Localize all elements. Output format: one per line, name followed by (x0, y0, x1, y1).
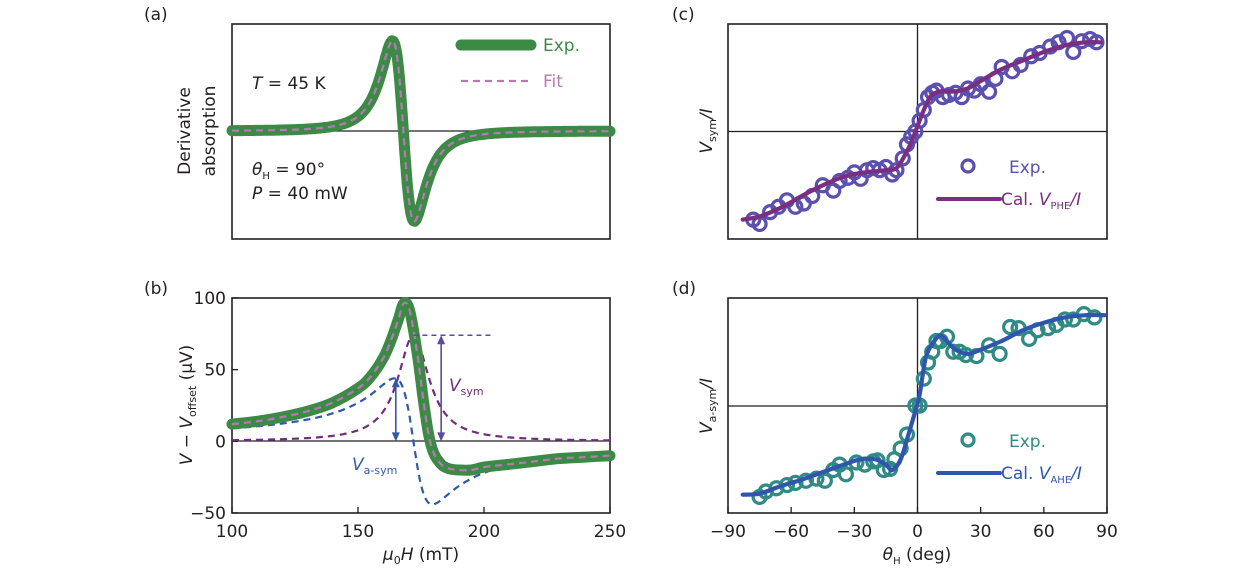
x-tick-label: −60 (773, 522, 809, 542)
vsym-v: V (449, 376, 462, 396)
x-tick-label: 100 (216, 522, 248, 542)
x-tick-label: −30 (836, 522, 872, 542)
vasym-v: V (352, 455, 365, 475)
panel-b-frame (231, 297, 611, 514)
fit-line (231, 301, 611, 472)
calc-line (740, 312, 1107, 497)
ylabel-unit: (μV) (177, 345, 197, 386)
vsym-sub: sym (461, 385, 484, 398)
panel-c-ylabel: Vsym/I (697, 108, 719, 153)
x-tick-label: 60 (1033, 522, 1055, 542)
x-tick-label: 90 (1096, 522, 1118, 542)
ylabel-v2: V (177, 416, 197, 429)
data-point (894, 150, 911, 167)
panel-a-ylabel-line1: Derivative (175, 87, 195, 175)
legend-fit-label: Fit (543, 72, 563, 92)
vasym-annotation: Va-sym (352, 455, 397, 477)
data-point (1086, 309, 1103, 326)
d-legend-cal-label: Cal. VAHE/I (1001, 464, 1082, 486)
panel-c: Vsym/I Exp. Cal. VPHE/I (697, 23, 1108, 240)
power-value: = 40 mW (262, 184, 348, 204)
d-xlabel-sub: H (893, 556, 901, 567)
d-cal: Cal. (1001, 464, 1039, 484)
data-point (816, 472, 833, 489)
ylabel-v: V (177, 452, 197, 465)
x-tick-label: −90 (710, 522, 746, 542)
panel-label-c: (c) (672, 5, 695, 25)
temp-value: = 45 K (262, 74, 326, 94)
panel-label-d: (d) (672, 279, 696, 299)
c-ylabel-sub: sym (706, 119, 719, 142)
theta-value: = 90° (270, 160, 325, 180)
c-legend-exp-label: Exp. (1009, 158, 1046, 178)
panel-b: 100 150 200 250 −50 0 50 100 V − Voffset (μV) μ… (177, 289, 626, 567)
data-point (991, 345, 1008, 362)
c-ylabel-v: V (697, 141, 717, 154)
c-cal-v: V (1039, 190, 1052, 210)
panel-d-xlabel: θH (deg) (883, 545, 952, 567)
c-legend-exp-marker (960, 158, 976, 174)
panel-a-ylabel-line2: absorption (200, 86, 220, 177)
y-tick-label: 0 (215, 432, 226, 452)
d-ylabel-v: V (697, 421, 717, 434)
d-cal-sub: AHE (1050, 475, 1071, 486)
panel-a: Derivative absorption T = 45 K θH = 90° … (175, 23, 616, 240)
x-tick-label: 250 (594, 522, 626, 542)
series-fit-line (232, 39, 610, 223)
xlabel-h: H (401, 545, 414, 565)
c-ylabel-rest: /I (697, 108, 717, 121)
d-legend-exp-marker (960, 432, 976, 448)
panel-b-xlabel: μ0H (mT) (382, 545, 459, 567)
temp-var: T (252, 74, 264, 94)
vsym-arrow-head-down (437, 432, 446, 442)
d-ylabel-sub: a-sym (706, 389, 719, 423)
panel-b-ylabel: V − Voffset (μV) (177, 345, 199, 466)
vsym-arrow-head-up (437, 335, 446, 345)
panel-a-power: P = 40 mW (252, 184, 348, 204)
xlabel-sub: 0 (394, 554, 401, 567)
xlabel-mu: μ (382, 545, 394, 565)
theta-var: θ (252, 160, 263, 180)
vasym-arrow-head-up (391, 378, 400, 388)
data-point (980, 83, 998, 100)
y-tick-label: 100 (194, 289, 226, 309)
d-ylabel-rest: /I (697, 378, 717, 391)
theta-sub: H (262, 171, 270, 182)
panel-d-ylabel: Va-sym/I (697, 378, 719, 434)
vasym-sub: a-sym (364, 464, 398, 477)
c-cal-sub: PHE (1050, 201, 1070, 212)
data-point (1002, 318, 1019, 336)
d-cal-v: V (1039, 464, 1052, 484)
x-tick-label: 150 (342, 522, 374, 542)
panel-label-a: (a) (144, 5, 168, 25)
x-tick-label: 200 (468, 522, 500, 542)
data-point (1020, 330, 1038, 347)
power-var: P (252, 184, 263, 204)
x-tick-label: 30 (970, 522, 992, 542)
d-xlabel-unit: (deg) (901, 545, 952, 565)
ylabel-sub: offset (186, 385, 199, 417)
panel-a-angle: θH = 90° (252, 160, 325, 182)
d-cal-rest: /I (1069, 464, 1082, 484)
ylabel-minus: − (177, 429, 197, 454)
c-cal-rest: /I (1068, 190, 1081, 210)
c-cal: Cal. (1001, 190, 1039, 210)
vasym-arrow-head-down (391, 432, 400, 442)
calc-line (740, 39, 1103, 222)
legend-exp-label: Exp. (543, 36, 580, 56)
x-tick-label: 0 (912, 522, 923, 542)
panel-d: −90 −60 −30 0 30 60 90 Va-sym/I θH (deg) Exp. … (697, 297, 1118, 567)
d-legend-exp-label: Exp. (1009, 432, 1046, 452)
panel-label-b: (b) (144, 279, 168, 299)
y-tick-label: −50 (190, 504, 226, 524)
y-tick-label: 50 (204, 361, 226, 381)
xlabel-unit: (mT) (414, 545, 460, 565)
data-point (837, 466, 855, 483)
d-xlabel-theta: θ (883, 545, 894, 565)
panel-a-temperature: T = 45 K (252, 74, 326, 94)
c-legend-cal-label: Cal. VPHE/I (1001, 190, 1081, 212)
vsym-annotation: Vsym (449, 376, 484, 398)
